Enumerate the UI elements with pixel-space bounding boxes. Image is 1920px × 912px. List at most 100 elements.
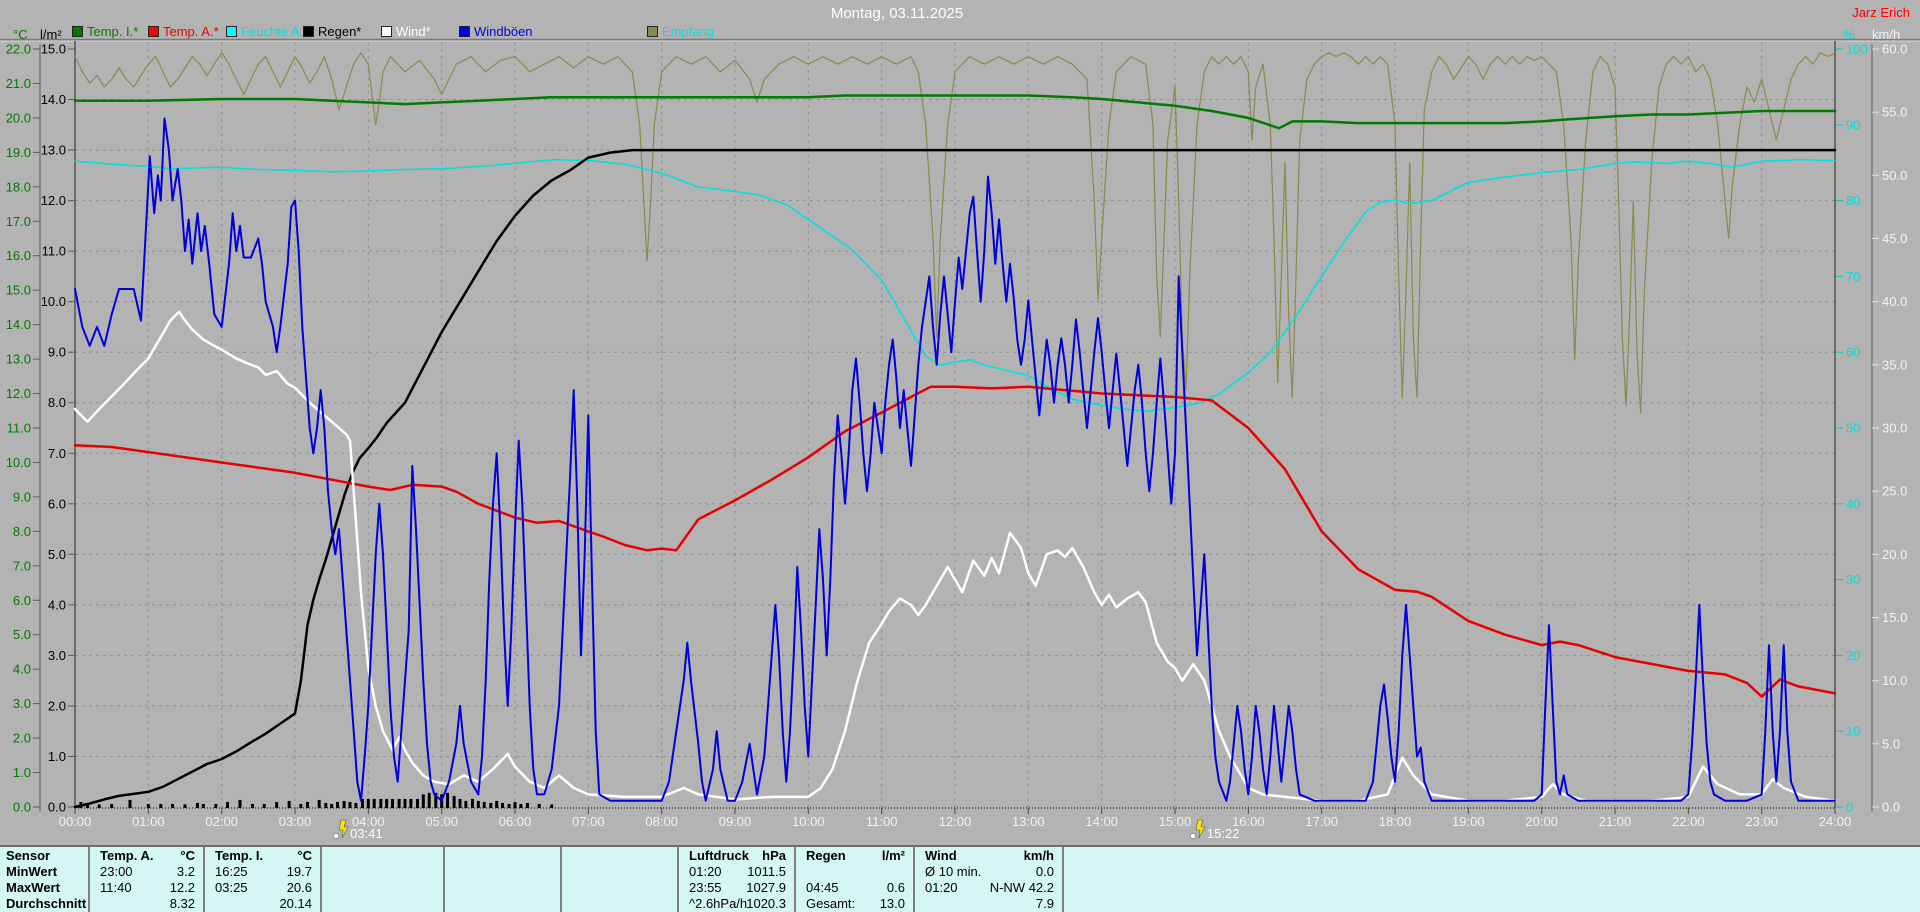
svg-text:01:00: 01:00 bbox=[132, 814, 165, 829]
svg-text:55.0: 55.0 bbox=[1882, 105, 1907, 120]
svg-text:15.0: 15.0 bbox=[1882, 610, 1907, 625]
svg-text:40: 40 bbox=[1846, 496, 1860, 511]
svg-text:15.0: 15.0 bbox=[41, 42, 66, 57]
legend-label: Wind* bbox=[396, 23, 431, 39]
svg-text:30.0: 30.0 bbox=[1882, 421, 1907, 436]
temp-i-swatch-icon bbox=[72, 25, 83, 37]
svg-text:06:00: 06:00 bbox=[499, 814, 532, 829]
legend-item-empfang: Empfang bbox=[647, 23, 715, 39]
avg-value: 7.9 bbox=[1035, 896, 1054, 911]
svg-text:19:00: 19:00 bbox=[1452, 814, 1485, 829]
svg-text:60.0: 60.0 bbox=[1882, 42, 1907, 57]
svg-text:03:00: 03:00 bbox=[279, 814, 312, 829]
svg-text:7.0: 7.0 bbox=[48, 446, 66, 461]
svg-text:5.0: 5.0 bbox=[1882, 736, 1900, 751]
svg-text:50: 50 bbox=[1846, 421, 1860, 436]
legend-label: Empfang bbox=[662, 23, 715, 39]
svg-text:90: 90 bbox=[1846, 117, 1860, 132]
col-unit: °C bbox=[180, 848, 195, 863]
legend-label: Feuchte A.* bbox=[241, 23, 309, 39]
col-name: Regen bbox=[806, 848, 846, 863]
legend-item-temp-a: Temp. A.* bbox=[148, 24, 219, 39]
svg-text:45.0: 45.0 bbox=[1882, 231, 1907, 246]
unit-label-wind: km/h bbox=[1872, 27, 1901, 42]
table-header-sensor: Sensor bbox=[6, 848, 51, 863]
avg-label: Gesamt: bbox=[806, 896, 856, 911]
svg-text:60: 60 bbox=[1846, 345, 1860, 360]
unit-label-rain: l/m² bbox=[40, 27, 62, 42]
svg-text:00:00: 00:00 bbox=[59, 814, 92, 829]
col-name: Temp. A. bbox=[100, 848, 154, 863]
svg-text:05:00: 05:00 bbox=[425, 814, 458, 829]
svg-text:19.0: 19.0 bbox=[6, 145, 31, 160]
svg-text:18:00: 18:00 bbox=[1379, 814, 1412, 829]
svg-text:9.0: 9.0 bbox=[13, 489, 31, 504]
table-col-temp-i: Temp. I. °C 16:25 19.7 03:25 20.6 20.14 bbox=[203, 847, 320, 912]
row-label-maxwert: MaxWert bbox=[6, 880, 60, 895]
legend-label: Windböen bbox=[474, 23, 533, 39]
legend-label: Regen* bbox=[318, 23, 362, 39]
regen-swatch-icon bbox=[303, 25, 314, 37]
svg-text:20: 20 bbox=[1846, 648, 1860, 663]
legend-item-windboeen: Windböen bbox=[459, 23, 533, 39]
svg-text:10.0: 10.0 bbox=[41, 294, 66, 309]
min-time: 01:20 bbox=[689, 864, 722, 879]
unit-label-celsius: °C bbox=[13, 27, 28, 42]
avg-value: 1020.3 bbox=[746, 896, 786, 911]
max-time: 03:25 bbox=[215, 880, 248, 895]
col-name: Temp. I. bbox=[215, 848, 264, 863]
svg-text:3.0: 3.0 bbox=[48, 648, 66, 663]
legend-item-temp-i: Temp. I.* bbox=[72, 23, 139, 39]
col-unit: °C bbox=[297, 848, 312, 863]
svg-text:11:00: 11:00 bbox=[866, 814, 898, 829]
legend-label: Temp. I.* bbox=[87, 23, 139, 39]
svg-text:10.0: 10.0 bbox=[6, 455, 31, 470]
svg-text:15:00: 15:00 bbox=[1159, 814, 1192, 829]
temp-a-swatch-icon bbox=[148, 25, 159, 37]
svg-text:70: 70 bbox=[1846, 269, 1860, 284]
svg-text:2.0: 2.0 bbox=[48, 698, 66, 713]
svg-text:13.0: 13.0 bbox=[6, 352, 31, 367]
min-value: 3.2 bbox=[176, 864, 195, 879]
max-time: 23:55 bbox=[689, 880, 722, 895]
svg-text:6.0: 6.0 bbox=[48, 496, 66, 511]
table-col-regen: Regen l/m² 04:45 0.6 Gesamt: 13.0 bbox=[794, 847, 913, 912]
svg-text:10: 10 bbox=[1846, 724, 1860, 739]
svg-text:12.0: 12.0 bbox=[6, 386, 31, 401]
col-unit: km/h bbox=[1023, 848, 1054, 863]
svg-text:04:00: 04:00 bbox=[352, 814, 385, 829]
svg-text:22.0: 22.0 bbox=[6, 42, 31, 57]
page-title: Montag, 03.11.2025 bbox=[830, 5, 964, 22]
svg-text:12:00: 12:00 bbox=[939, 814, 972, 829]
avg-value: 20.14 bbox=[279, 896, 312, 911]
summary-table: Sensor MinWert MaxWert Durchschnitt Temp… bbox=[0, 845, 1920, 912]
col-unit: hPa bbox=[762, 848, 786, 863]
max-value: N-NW 42.2 bbox=[989, 880, 1054, 895]
svg-text:15:22: 15:22 bbox=[1207, 826, 1240, 841]
wind-swatch-icon bbox=[381, 25, 392, 37]
svg-text:24:00: 24:00 bbox=[1819, 814, 1852, 829]
min-value: 1011.5 bbox=[747, 864, 786, 879]
svg-text:18.0: 18.0 bbox=[6, 179, 31, 194]
svg-text:20:00: 20:00 bbox=[1525, 814, 1558, 829]
svg-text:12.0: 12.0 bbox=[41, 193, 66, 208]
max-value: 20.6 bbox=[286, 880, 312, 895]
col-name: Wind bbox=[925, 848, 957, 863]
svg-text:35.0: 35.0 bbox=[1882, 357, 1907, 372]
svg-text:9.0: 9.0 bbox=[48, 345, 66, 360]
svg-text:0.0: 0.0 bbox=[1882, 800, 1900, 815]
svg-text:40.0: 40.0 bbox=[1882, 294, 1907, 309]
svg-text:21.0: 21.0 bbox=[6, 76, 31, 91]
svg-text:10.0: 10.0 bbox=[1882, 673, 1907, 688]
svg-text:7.0: 7.0 bbox=[13, 558, 31, 573]
avg-value: 8.32 bbox=[169, 896, 195, 911]
svg-text:100: 100 bbox=[1846, 42, 1868, 57]
table-col-wind: Wind km/h Ø 10 min. 0.0 01:20 N-NW 42.2 7.9 bbox=[913, 847, 1062, 912]
svg-text:8.0: 8.0 bbox=[48, 395, 66, 410]
min-time: Ø 10 min. bbox=[925, 864, 982, 879]
svg-text:11.0: 11.0 bbox=[7, 421, 31, 436]
svg-text:08:00: 08:00 bbox=[645, 814, 678, 829]
svg-text:14.0: 14.0 bbox=[41, 92, 66, 107]
